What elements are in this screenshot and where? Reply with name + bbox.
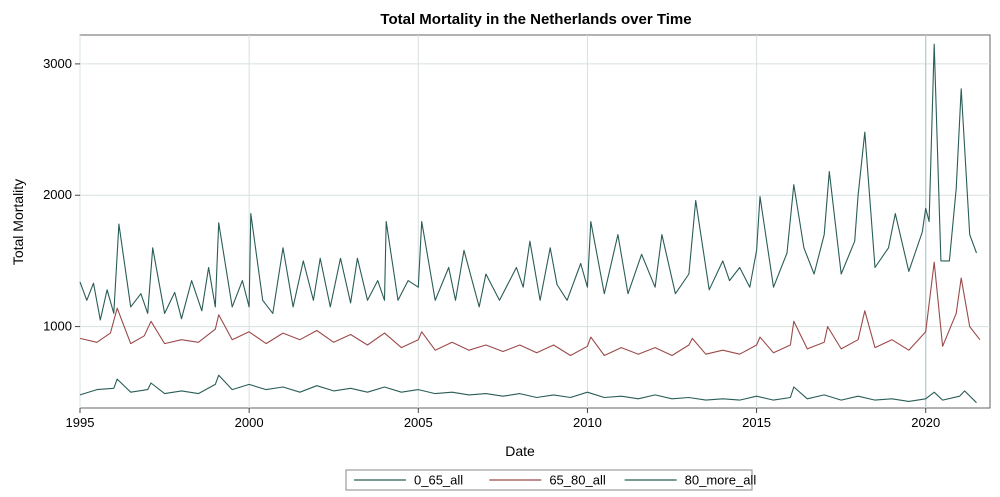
legend-label-0_65_all: 0_65_all [414,473,463,488]
y-tick-label-2000: 2000 [43,187,72,202]
legend-label-80_more_all: 80_more_all [685,473,757,488]
x-tick-label-2000: 2000 [235,415,264,430]
y-tick-label-3000: 3000 [43,56,72,71]
series-lines [79,43,981,404]
x-tick-label-1995: 1995 [66,415,95,430]
y-tick-label-1000: 1000 [43,319,72,334]
y-axis-title: Total Mortality [10,179,26,265]
x-tick-label-2005: 2005 [404,415,433,430]
x-axis-title: Date [505,443,535,459]
x-tick-label-2020: 2020 [911,415,940,430]
legend: 0_65_all 65_80_all 80_more_all [345,469,757,491]
series-line-0_65_all [79,374,977,404]
plot-area [79,34,991,409]
series-line-80_more_all [79,43,978,321]
series-line-65_80_all [79,261,981,357]
x-tick-label-2015: 2015 [742,415,771,430]
axes: 1995 2000 2005 2010 2015 2020 1000 2000 3000 [43,56,940,430]
x-tick-label-2010: 2010 [573,415,602,430]
legend-label-65_80_all: 65_80_all [549,473,605,488]
chart-title: Total Mortality in the Netherlands over … [380,11,691,28]
legend-box [345,469,753,491]
